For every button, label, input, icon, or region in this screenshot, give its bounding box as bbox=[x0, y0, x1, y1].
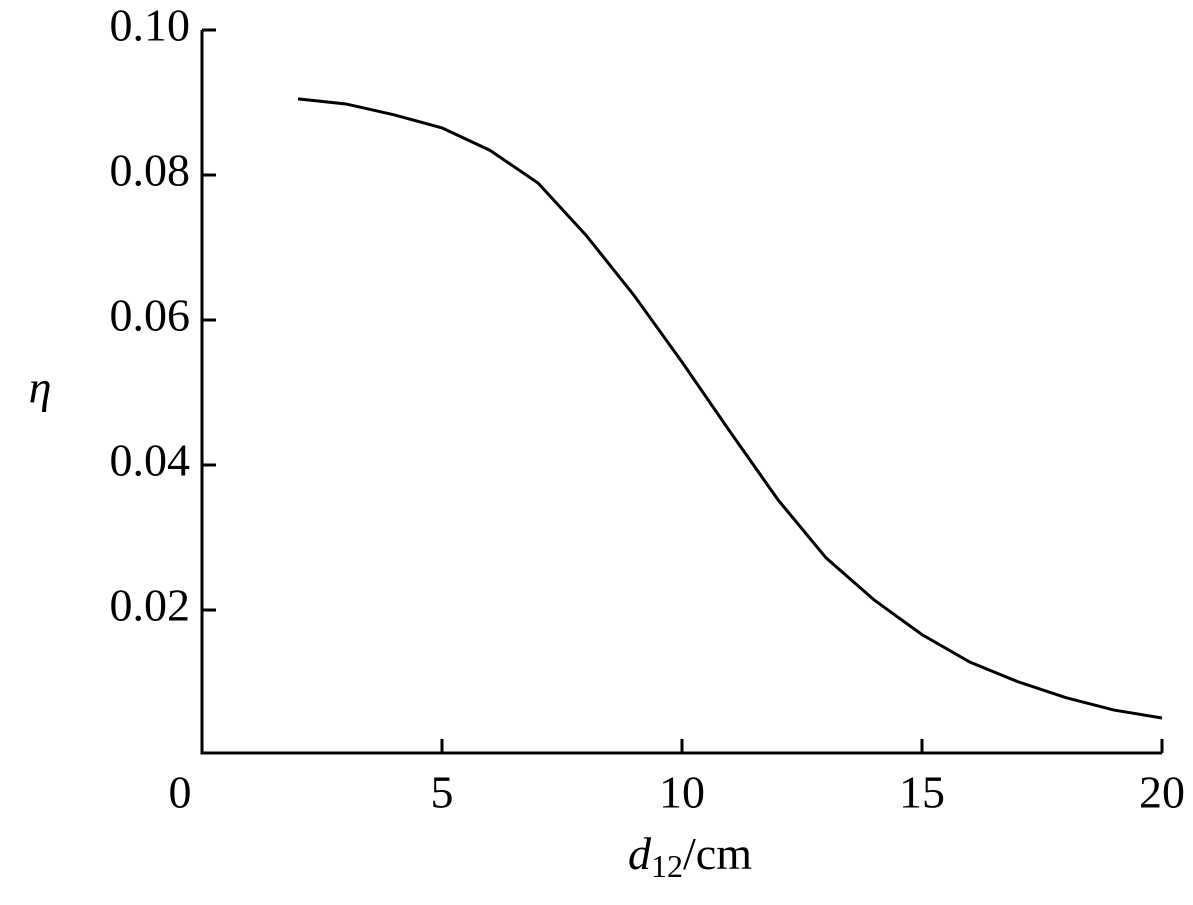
x-label-symbol: d bbox=[628, 828, 652, 879]
x-axis-label: d12/cm bbox=[628, 828, 752, 885]
y-tick-label: 0.08 bbox=[110, 145, 191, 196]
y-tick-label: 0.04 bbox=[110, 435, 191, 486]
x-tick-label: 0 bbox=[169, 767, 192, 818]
x-tick-label: 15 bbox=[899, 767, 945, 818]
y-tick-label: 0.06 bbox=[110, 290, 191, 341]
x-tick-label: 20 bbox=[1139, 767, 1185, 818]
x-label-subscript: 12 bbox=[651, 848, 683, 884]
x-label-unit: /cm bbox=[683, 828, 752, 879]
x-tick-label: 10 bbox=[659, 767, 705, 818]
y-tick-label: 0.02 bbox=[110, 580, 191, 631]
axes bbox=[200, 30, 1162, 755]
y-axis-label: η bbox=[29, 362, 52, 413]
y-tick-label: 0.10 bbox=[110, 0, 191, 51]
x-tick-label: 5 bbox=[431, 767, 454, 818]
line bbox=[297, 97, 1163, 720]
